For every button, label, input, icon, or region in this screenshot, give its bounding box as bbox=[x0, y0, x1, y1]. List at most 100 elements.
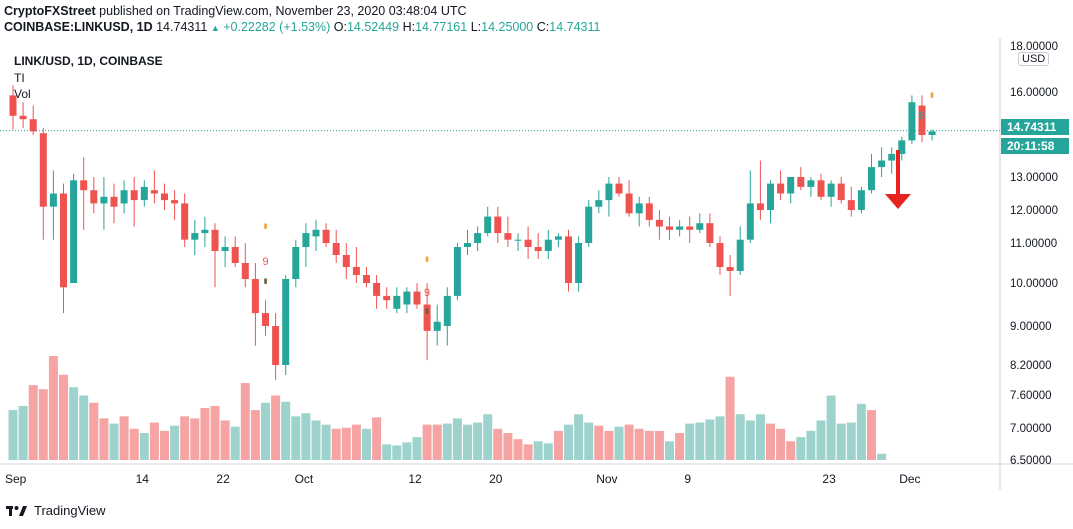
candle-body[interactable] bbox=[60, 193, 67, 288]
candle-body[interactable] bbox=[403, 291, 411, 305]
candle-body[interactable] bbox=[251, 279, 259, 314]
candle-body[interactable] bbox=[453, 247, 461, 296]
price-chart[interactable]: 9▮▮9▮▮8▮18.0000016.0000015.0000014.00000… bbox=[0, 38, 1073, 498]
candle-body[interactable] bbox=[676, 226, 684, 230]
candle-body[interactable] bbox=[928, 131, 936, 135]
tradingview-logo-icon[interactable] bbox=[6, 504, 28, 518]
candle-body[interactable] bbox=[726, 267, 734, 271]
candle-body[interactable] bbox=[716, 243, 724, 267]
candle-body[interactable] bbox=[837, 183, 845, 201]
candle-body[interactable] bbox=[625, 193, 633, 214]
candle-body[interactable] bbox=[161, 193, 168, 201]
candle-body[interactable] bbox=[635, 203, 643, 214]
candle-body[interactable] bbox=[706, 223, 714, 243]
candle-body[interactable] bbox=[898, 140, 906, 154]
candle-body[interactable] bbox=[807, 180, 815, 187]
candle-body[interactable] bbox=[100, 196, 108, 204]
candle-body[interactable] bbox=[645, 203, 653, 220]
candle-body[interactable] bbox=[39, 133, 47, 207]
candle-body[interactable] bbox=[868, 167, 875, 191]
candle-body[interactable] bbox=[746, 203, 754, 240]
candle-body[interactable] bbox=[615, 183, 623, 194]
candle-body[interactable] bbox=[565, 236, 572, 283]
candle-body[interactable] bbox=[120, 190, 128, 204]
brand-name[interactable]: TradingView bbox=[34, 503, 106, 518]
candle-body[interactable] bbox=[494, 216, 502, 234]
candle-body[interactable] bbox=[130, 190, 138, 201]
candle-body[interactable] bbox=[332, 243, 340, 255]
candle-body[interactable] bbox=[110, 196, 118, 207]
candle-body[interactable] bbox=[686, 226, 694, 230]
candle-body[interactable] bbox=[696, 223, 704, 230]
candle-body[interactable] bbox=[524, 239, 532, 247]
candle-body[interactable] bbox=[221, 247, 229, 251]
candle-body[interactable] bbox=[918, 105, 926, 135]
candle-body[interactable] bbox=[464, 243, 471, 247]
candle-body[interactable] bbox=[322, 229, 330, 243]
candle-body[interactable] bbox=[655, 219, 663, 227]
candle-body[interactable] bbox=[211, 229, 219, 251]
candle-body[interactable] bbox=[474, 233, 482, 243]
candle-body[interactable] bbox=[70, 180, 78, 283]
candle-body[interactable] bbox=[312, 229, 320, 237]
candle-body[interactable] bbox=[554, 236, 562, 240]
candle-body[interactable] bbox=[29, 119, 37, 132]
candle-body[interactable] bbox=[817, 180, 825, 197]
candle-body[interactable] bbox=[292, 247, 300, 279]
candle-body[interactable] bbox=[575, 243, 583, 283]
candle-body[interactable] bbox=[878, 160, 886, 168]
candle-body[interactable] bbox=[363, 275, 370, 283]
candle-body[interactable] bbox=[534, 247, 542, 251]
candle-body[interactable] bbox=[908, 102, 916, 141]
candle-body[interactable] bbox=[373, 283, 381, 296]
candle-body[interactable] bbox=[666, 226, 673, 230]
candle-body[interactable] bbox=[241, 263, 249, 279]
candle-body[interactable] bbox=[847, 200, 855, 210]
candle-body[interactable] bbox=[433, 321, 441, 331]
candle-body[interactable] bbox=[756, 203, 764, 210]
candle-body[interactable] bbox=[857, 190, 865, 210]
candle-body[interactable] bbox=[595, 200, 603, 207]
candle-body[interactable] bbox=[140, 186, 148, 201]
candle-body[interactable] bbox=[585, 206, 593, 243]
candle-body[interactable] bbox=[191, 233, 199, 240]
candle-body[interactable] bbox=[827, 183, 835, 197]
candle-body[interactable] bbox=[605, 183, 613, 201]
candle-body[interactable] bbox=[413, 291, 421, 305]
candle-body[interactable] bbox=[49, 193, 57, 207]
indicator-ti-label[interactable]: TI bbox=[14, 71, 25, 85]
publisher-name[interactable]: CryptoFXStreet bbox=[4, 4, 96, 18]
candle-body[interactable] bbox=[443, 295, 451, 326]
indicator-vol-label[interactable]: Vol bbox=[14, 87, 31, 101]
candle-body[interactable] bbox=[484, 216, 492, 234]
volume-bar bbox=[735, 414, 745, 460]
currency-label[interactable]: USD bbox=[1018, 52, 1050, 66]
candle-body[interactable] bbox=[171, 200, 179, 204]
candle-body[interactable] bbox=[797, 177, 805, 187]
candle-body[interactable] bbox=[787, 177, 795, 194]
candle-body[interactable] bbox=[282, 279, 290, 365]
candle-body[interactable] bbox=[272, 326, 280, 365]
candle-body[interactable] bbox=[423, 304, 431, 331]
candle-body[interactable] bbox=[736, 239, 744, 271]
candle-body[interactable] bbox=[181, 203, 189, 240]
candle-body[interactable] bbox=[262, 313, 269, 326]
candle-body[interactable] bbox=[9, 95, 17, 116]
candle-body[interactable] bbox=[514, 239, 522, 241]
candle-body[interactable] bbox=[201, 229, 209, 234]
candle-body[interactable] bbox=[231, 247, 239, 263]
candle-body[interactable] bbox=[888, 153, 896, 161]
candle-body[interactable] bbox=[150, 190, 158, 194]
candle-body[interactable] bbox=[352, 267, 360, 275]
candle-body[interactable] bbox=[302, 233, 310, 247]
candle-body[interactable] bbox=[342, 255, 350, 267]
candle-body[interactable] bbox=[544, 239, 552, 251]
candle-body[interactable] bbox=[80, 180, 88, 191]
candle-body[interactable] bbox=[383, 295, 391, 301]
candle-body[interactable] bbox=[19, 115, 27, 120]
candle-body[interactable] bbox=[767, 183, 774, 210]
candle-body[interactable] bbox=[777, 183, 785, 194]
candle-body[interactable] bbox=[90, 190, 98, 204]
candle-body[interactable] bbox=[393, 295, 401, 309]
candle-body[interactable] bbox=[504, 233, 512, 240]
